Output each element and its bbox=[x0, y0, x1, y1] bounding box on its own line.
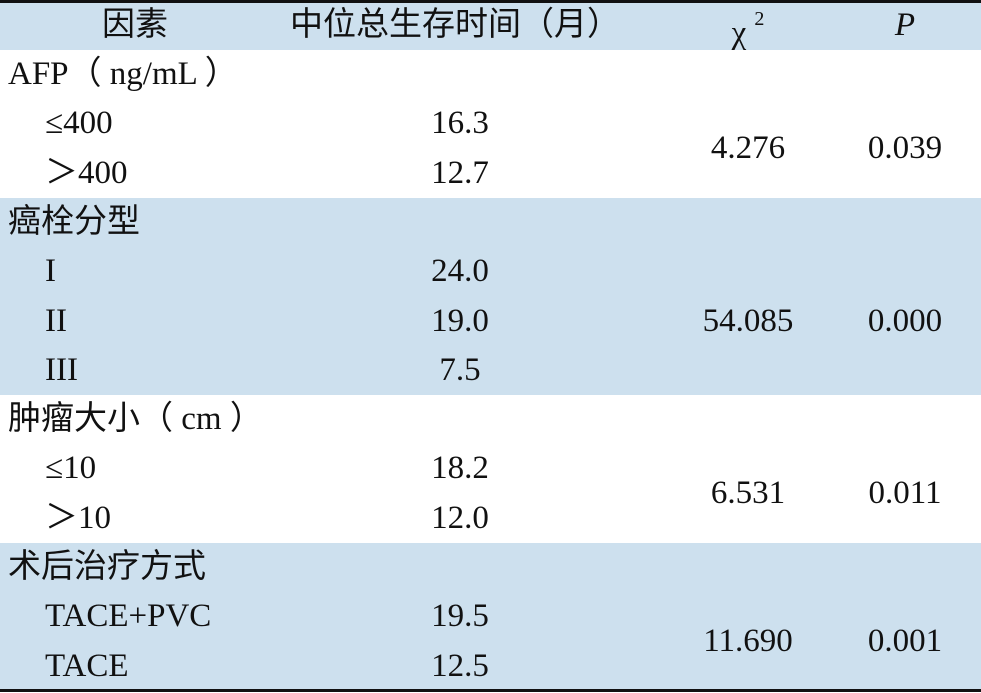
item-label: I bbox=[45, 253, 56, 290]
group-title: 术后治疗方式 bbox=[8, 549, 206, 585]
p-value: 0.011 bbox=[868, 475, 942, 512]
item-median: 12.0 bbox=[431, 499, 489, 536]
item-label: III bbox=[45, 351, 78, 388]
chi-superscript: 2 bbox=[754, 8, 765, 30]
bottom-rule bbox=[0, 689, 981, 692]
item-median: 18.2 bbox=[431, 450, 489, 487]
item-median: 24.0 bbox=[431, 253, 489, 290]
group-title: 癌栓分型 bbox=[8, 203, 140, 240]
p-value: 0.001 bbox=[867, 623, 943, 660]
header-p: P bbox=[894, 7, 916, 43]
group-background bbox=[0, 197, 981, 396]
item-median: 7.5 bbox=[439, 351, 481, 388]
header-median: 中位总生存时间（月） bbox=[290, 7, 620, 43]
item-label: TACE bbox=[45, 647, 129, 684]
item-label: ≤400 bbox=[45, 105, 113, 142]
item-label: II bbox=[45, 302, 67, 339]
item-median: 19.0 bbox=[431, 302, 489, 339]
item-label: ≤10 bbox=[45, 450, 97, 487]
header-factor: 因素 bbox=[102, 7, 168, 43]
header-background bbox=[0, 0, 981, 50]
group-title: AFP（ ng/mL ） bbox=[8, 56, 238, 92]
item-median: 19.5 bbox=[431, 598, 489, 635]
chi-value: 11.690 bbox=[703, 623, 793, 660]
item-label: ＞400 bbox=[45, 154, 128, 191]
p-value: 0.000 bbox=[867, 302, 943, 339]
top-rule bbox=[0, 0, 981, 3]
chi-value: 4.276 bbox=[710, 130, 786, 167]
item-median: 12.7 bbox=[431, 154, 489, 191]
item-label: TACE+PVC bbox=[45, 598, 212, 635]
chi-value: 54.085 bbox=[702, 302, 794, 339]
item-label: ＞10 bbox=[45, 499, 111, 536]
chi-symbol: χ bbox=[731, 15, 747, 51]
chi-value: 6.531 bbox=[710, 475, 786, 512]
group-background bbox=[0, 543, 981, 691]
item-median: 12.5 bbox=[431, 647, 489, 684]
group-title: 肿瘤大小（ cm ） bbox=[8, 401, 263, 438]
p-value: 0.039 bbox=[867, 130, 943, 167]
item-median: 16.3 bbox=[431, 105, 489, 142]
